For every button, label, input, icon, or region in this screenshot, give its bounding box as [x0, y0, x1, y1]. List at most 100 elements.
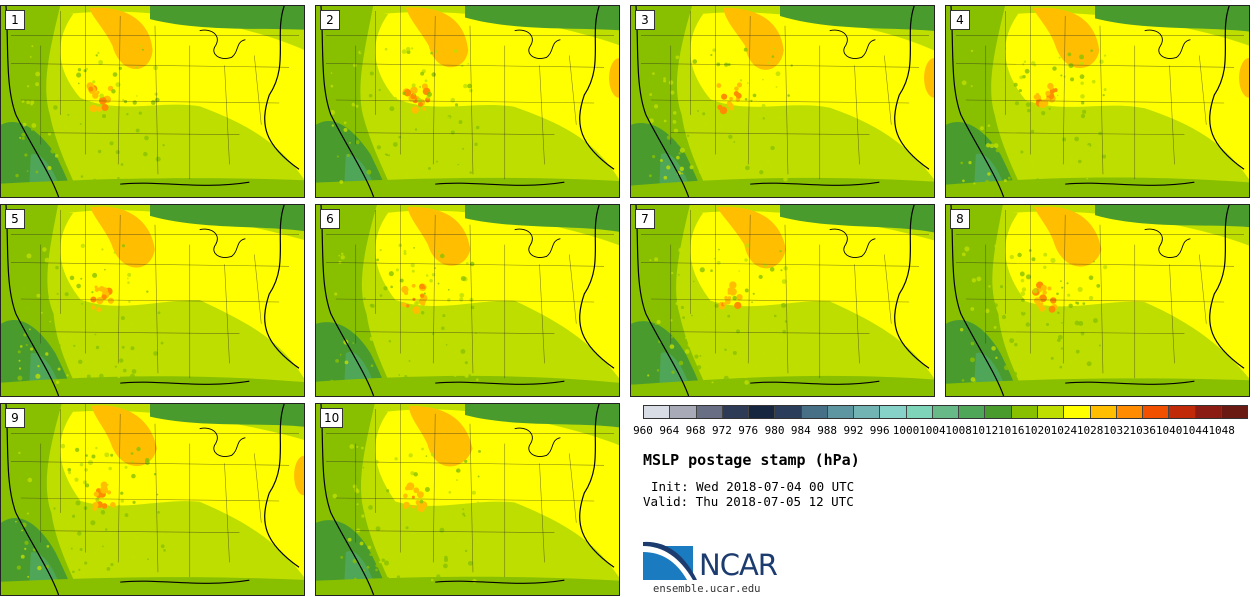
map-panel-7[interactable]: 7	[630, 204, 935, 397]
field-noise	[385, 517, 390, 522]
field-noise	[160, 341, 164, 345]
field-noise	[1079, 61, 1084, 66]
field-high-terrain	[1045, 90, 1051, 96]
field-noise	[69, 275, 75, 281]
field-noise	[652, 154, 656, 159]
state-boundary	[539, 264, 545, 364]
field-noise	[23, 50, 29, 56]
field-noise	[1033, 110, 1038, 115]
field-high-terrain	[422, 285, 426, 290]
map-panel-3[interactable]: 3	[630, 5, 935, 198]
field-noise	[711, 144, 714, 147]
field-noise	[1074, 136, 1079, 142]
field-noise	[1060, 280, 1062, 282]
field-high-terrain	[403, 505, 408, 510]
field-high-terrain	[411, 505, 415, 509]
state-boundary	[432, 214, 436, 364]
field-noise	[454, 103, 459, 107]
gulf-coastline	[435, 579, 565, 584]
field-noise	[699, 354, 702, 357]
state-boundary	[117, 413, 121, 563]
field-high-terrain	[93, 491, 99, 497]
field-1012-north	[465, 6, 619, 31]
field-high-terrain	[101, 503, 108, 509]
west-coastline	[635, 6, 690, 197]
field-noise	[117, 177, 120, 180]
field-high-terrain	[92, 502, 99, 508]
field-1016-south	[1, 178, 304, 197]
field-noise	[1012, 371, 1018, 377]
field-noise	[467, 62, 470, 65]
field-noise	[775, 71, 781, 77]
field-noise	[390, 285, 393, 289]
field-noise	[369, 71, 374, 76]
field-high-terrain	[412, 297, 416, 301]
field-noise	[762, 350, 767, 355]
map-panel-10[interactable]: 10	[315, 403, 620, 596]
field-noise	[403, 249, 407, 253]
field-noise	[26, 253, 32, 259]
colorbar-label: 996	[869, 424, 890, 437]
west-coastline	[5, 6, 60, 197]
state-boundary	[747, 214, 751, 364]
field-noise	[680, 138, 684, 142]
field-noise	[52, 300, 57, 305]
field-noise	[330, 280, 333, 282]
colorbar-label: 988	[817, 424, 838, 437]
field-noise	[1096, 284, 1101, 288]
field-noise	[1030, 129, 1035, 134]
map-panel-6[interactable]: 6	[315, 204, 620, 397]
field-noise	[75, 500, 81, 506]
map-panel-1[interactable]: 1	[0, 5, 305, 198]
field-noise	[969, 100, 975, 106]
field-noise	[134, 65, 138, 69]
field-noise	[754, 365, 759, 369]
field-noise	[76, 283, 81, 289]
field-noise	[376, 258, 379, 262]
field-noise	[396, 336, 400, 340]
colorbar-cell	[801, 406, 828, 418]
field-noise	[396, 575, 401, 579]
gulf-coastline	[750, 380, 880, 385]
state-boundary	[985, 331, 1185, 334]
state-boundary	[569, 453, 577, 523]
field-noise	[453, 374, 457, 377]
field-noise	[20, 554, 25, 559]
state-boundary	[20, 298, 280, 303]
field-noise	[42, 489, 47, 494]
map-panel-4[interactable]: 4	[945, 5, 1250, 198]
field-noise	[408, 453, 413, 458]
east-coastline	[894, 6, 930, 170]
map-panel-5[interactable]: 5	[0, 204, 305, 397]
field-noise	[356, 269, 359, 272]
field-noise	[964, 246, 970, 252]
field-noise	[143, 151, 148, 157]
field-noise	[385, 153, 389, 157]
field-noise	[379, 332, 382, 336]
field-noise	[411, 531, 415, 536]
field-1012-north	[1095, 205, 1249, 228]
field-noise	[70, 547, 73, 550]
map-panel-9[interactable]: 9	[0, 403, 305, 596]
field-noise	[379, 294, 383, 297]
field-high-terrain	[416, 491, 424, 499]
state-boundary	[569, 254, 577, 324]
field-noise	[330, 72, 333, 74]
field-1020	[425, 126, 575, 165]
mslp-field	[316, 6, 619, 197]
field-noise	[438, 549, 444, 555]
map-panel-2[interactable]: 2	[315, 5, 620, 198]
field-noise	[55, 265, 59, 270]
field-noise	[95, 54, 98, 57]
field-noise	[24, 471, 31, 477]
field-noise	[712, 48, 716, 52]
colorbar-label: 1020	[1024, 424, 1051, 437]
field-noise	[451, 328, 456, 333]
field-noise	[98, 373, 104, 379]
field-noise	[380, 521, 383, 524]
map-panel-8[interactable]: 8	[945, 204, 1250, 397]
field-noise	[654, 257, 659, 262]
field-high-terrain	[1048, 305, 1056, 313]
field-noise	[1009, 254, 1015, 260]
field-noise	[720, 319, 724, 324]
